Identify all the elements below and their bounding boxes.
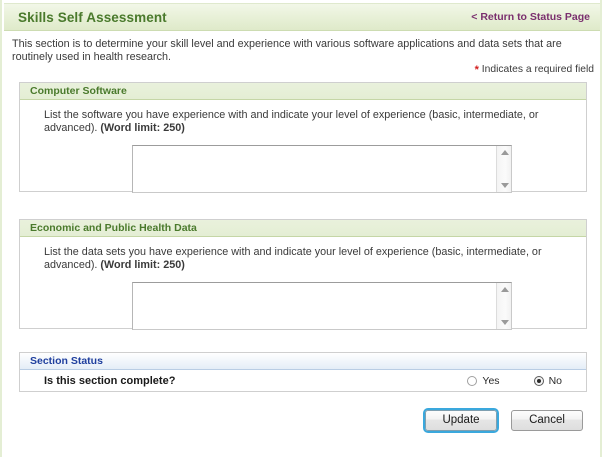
textarea-economic-public-health-data[interactable] — [132, 282, 512, 330]
scrollbar-economic-public-health-data[interactable] — [496, 283, 511, 329]
prompt-text-economic-public-health-data: List the data sets you have experience w… — [44, 246, 542, 271]
cancel-button[interactable]: Cancel — [511, 410, 583, 431]
section-header-computer-software: Computer Software — [20, 83, 586, 100]
radio-dot-yes-icon[interactable] — [467, 376, 478, 386]
intro-description: This section is to determine your skill … — [12, 38, 562, 63]
required-field-note-label: Indicates a required field — [481, 64, 594, 75]
section-status-row: Is this section complete? Yes No — [20, 370, 586, 392]
section-body-economic-public-health-data: List the data sets you have experience w… — [20, 237, 586, 342]
section-header-section-status: Section Status — [20, 353, 586, 370]
prompt-text-computer-software: List the software you have experience wi… — [44, 109, 539, 134]
prompt-computer-software: List the software you have experience wi… — [44, 109, 572, 135]
section-complete-question: Is this section complete? — [44, 375, 176, 387]
radio-label-no: No — [548, 375, 562, 387]
update-button[interactable]: Update — [425, 410, 497, 431]
section-header-economic-public-health-data: Economic and Public Health Data — [20, 220, 586, 237]
radio-dot-no-icon[interactable] — [533, 376, 544, 386]
required-asterisk-icon: * — [474, 64, 479, 76]
prompt-wordlimit-computer-software: (Word limit: 250) — [100, 122, 185, 134]
scroll-up-arrow-icon[interactable] — [497, 283, 512, 296]
required-field-note: * Indicates a required field — [475, 64, 594, 76]
prompt-wordlimit-economic-public-health-data: (Word limit: 250) — [100, 259, 185, 271]
intro-block: This section is to determine your skill … — [12, 38, 596, 76]
textarea-computer-software[interactable] — [132, 145, 512, 193]
section-body-computer-software: List the software you have experience wi… — [20, 100, 586, 205]
section-complete-radio-group: Yes No — [433, 375, 562, 387]
footer-actions: Update Cancel — [425, 410, 583, 431]
scroll-down-arrow-icon[interactable] — [497, 179, 512, 192]
radio-label-yes: Yes — [482, 375, 500, 387]
page-title: Skills Self Assessment — [18, 9, 167, 25]
textarea-wrap-economic-public-health-data — [132, 282, 512, 330]
radio-option-yes[interactable]: Yes — [467, 375, 500, 387]
page-header: Skills Self Assessment < Return to Statu… — [4, 3, 600, 31]
section-economic-public-health-data: Economic and Public Health Data List the… — [19, 219, 587, 330]
prompt-economic-public-health-data: List the data sets you have experience w… — [44, 246, 572, 272]
scroll-up-arrow-icon[interactable] — [497, 146, 512, 159]
scrollbar-computer-software[interactable] — [496, 146, 511, 192]
textarea-wrap-computer-software — [132, 145, 512, 193]
return-to-status-page-link[interactable]: < Return to Status Page — [471, 11, 590, 23]
section-computer-software: Computer Software List the software you … — [19, 82, 587, 193]
radio-option-no[interactable]: No — [533, 375, 562, 387]
section-status: Section Status Is this section complete?… — [19, 352, 587, 392]
scroll-down-arrow-icon[interactable] — [497, 316, 512, 329]
